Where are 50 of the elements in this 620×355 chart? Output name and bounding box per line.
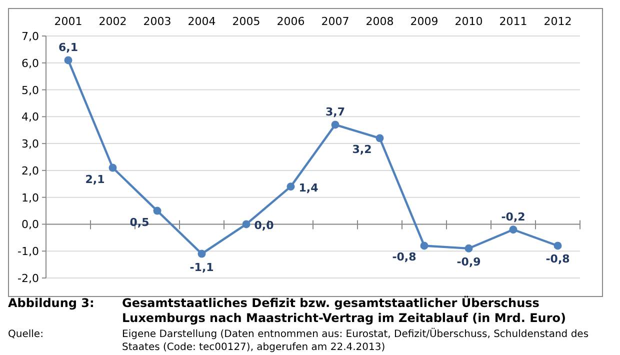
x-tick-label: 2001 [54,15,82,28]
y-tick-label: 0,0 [22,218,39,232]
point [286,182,295,191]
point [376,134,384,142]
data-label: -0,9 [456,255,481,268]
data-label: -0,8 [546,252,570,266]
x-tick-label: 2006 [276,15,305,28]
data-label: 2,1 [85,172,105,186]
point [153,206,162,215]
data-label: -1,1 [190,260,214,274]
data-label: 3,2 [352,143,372,156]
x-tick-label: 2012 [544,15,572,28]
point [64,56,72,64]
data-label: -0,2 [501,210,526,224]
data-label: 0,0 [254,219,274,232]
y-tick-label: 3,0 [22,138,39,151]
point [108,164,117,172]
point [464,244,473,252]
y-tick-label: 1,0 [22,191,39,204]
x-tick-label: 2007 [321,15,350,28]
point [198,250,206,258]
point [331,120,340,129]
x-tick-label: 2009 [410,15,438,28]
y-tick-label: 6,0 [22,56,39,70]
text: Gesamtstaatliches Defizit bzw. gesamtstaatlicher Überschuss Luxemburgs nach Maastricht-Vertrag im Zeitablauf (in Mrd. Euro) [122,295,566,325]
y-tick-label: -1,0 [18,245,39,258]
point [509,226,518,234]
x-tick-label: 2005 [232,15,260,28]
point [420,242,428,250]
y-tick-label: -2,0 [18,272,39,285]
source-note: Quelle: [8,329,44,340]
data-label: 3,7 [326,106,345,119]
y-tick-label: 7,0 [22,30,39,43]
data-label: 0,5 [130,216,150,229]
y-tick-label: 5,0 [22,84,39,97]
data-label: 6,1 [58,41,78,54]
text: Eigene Darstellung (Daten entnommen aus: Eurostat, Defizit/Überschuss, Schuldenstand des Staates (Code: tec00127), abgerufen am 22.4.2013) [122,327,589,353]
data-label: -0,8 [392,250,416,264]
point [554,242,562,250]
point [242,220,250,228]
x-tick-label: 2004 [188,15,216,28]
x-tick-label: 2010 [454,15,483,28]
x-tick-label: 2008 [366,15,394,28]
text: Abbildung 3: [8,296,94,310]
y-tick-label: 4,0 [22,110,39,124]
y-tick-label: 2,0 [22,164,39,178]
x-tick-label: 2003 [143,15,172,28]
data-label: 1,4 [298,182,319,195]
x-tick-label: 2002 [98,15,127,28]
x-tick-label: 2011 [499,15,528,28]
